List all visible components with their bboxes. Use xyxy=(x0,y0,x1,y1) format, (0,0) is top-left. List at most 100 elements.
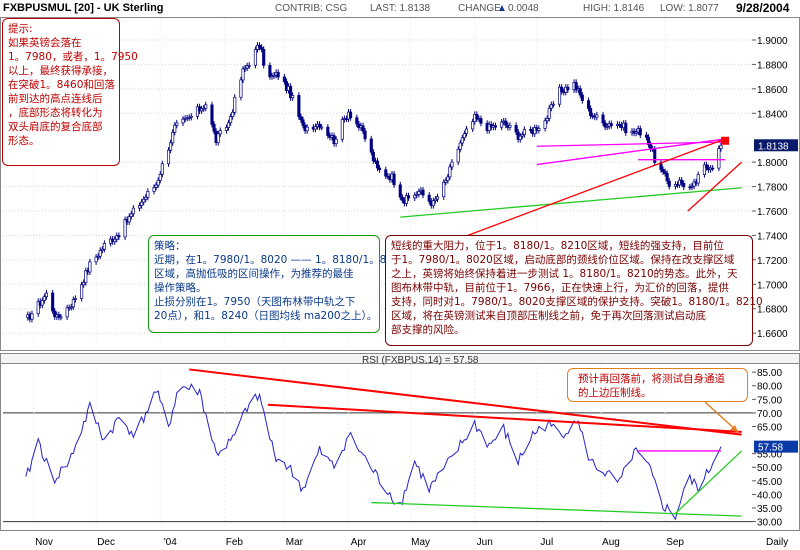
candle-body xyxy=(42,296,46,301)
candle-body xyxy=(413,194,417,199)
analysis-line: 短线的重大阻力，位于1。8180/1。8210区域，短线的强支持，目前位 xyxy=(391,240,724,252)
candle-body xyxy=(719,144,723,149)
candle-body xyxy=(229,116,233,124)
candle-body xyxy=(560,86,564,92)
tip-line: 在突破1。8460和回落 xyxy=(8,79,115,91)
candle-body xyxy=(638,128,642,136)
change-label: CHANGE: xyxy=(458,3,504,14)
rsi-last-tag xyxy=(754,440,798,453)
candle-body xyxy=(363,130,367,140)
candle-body xyxy=(601,114,605,124)
candle-body xyxy=(680,179,684,184)
x-tick-label: '04 xyxy=(164,537,177,548)
candle-body xyxy=(289,85,293,99)
candle-body xyxy=(189,115,193,118)
candle-body xyxy=(181,118,185,124)
candle-body xyxy=(51,292,55,312)
analysis-line: 于1。7980/1。8020区域，启动底部的颈线价位区域。保持在改支撑区域 xyxy=(391,254,735,266)
candle-body xyxy=(644,134,649,138)
candle-body xyxy=(649,144,653,150)
price-tick-label: 1.8400 xyxy=(757,109,788,120)
candle-body xyxy=(117,235,121,238)
candle-body xyxy=(417,191,421,195)
candle-body xyxy=(146,191,150,198)
rsi-tick-label: 35.00 xyxy=(757,504,782,515)
rsi-note-arrowhead xyxy=(730,425,738,432)
candle-body xyxy=(400,196,404,201)
candle-body xyxy=(80,284,84,299)
analysis-line: 图布林带中轨，目前位于1。7966，正在快速上行，为汇价的回落，提供 xyxy=(391,282,729,294)
x-tick-label: Sep xyxy=(666,537,684,548)
trendline-upper-channel xyxy=(536,138,726,166)
rsi-rsi-support xyxy=(371,501,742,517)
high-value: HIGH: 1.8146 xyxy=(583,3,645,14)
rsi-tick-label: 85.00 xyxy=(757,368,782,379)
rsi-tick-label: 65.00 xyxy=(757,422,782,433)
candle-body xyxy=(551,103,555,106)
candle-body xyxy=(433,198,437,202)
trendline-long-support xyxy=(400,187,742,218)
candle-body xyxy=(661,169,665,173)
strategy-line: 区域，高抛低吸的区间操作，为推荐的最佳 xyxy=(154,268,354,280)
rsi-note-line: 的上边压制线。 xyxy=(578,387,652,399)
change-value: 0.0048 xyxy=(508,3,539,14)
candle-body xyxy=(415,193,419,196)
candle-body xyxy=(634,131,638,134)
candle-body xyxy=(82,282,86,286)
candle-body xyxy=(36,300,40,315)
rsi-tick-label: 75.00 xyxy=(757,395,782,406)
candle-body xyxy=(522,129,526,135)
candle-body xyxy=(96,255,100,258)
candle-body xyxy=(84,270,88,283)
candle-body xyxy=(361,125,365,132)
contrib-label: CONTRIB: CSG xyxy=(275,3,348,14)
candle-body xyxy=(334,138,338,145)
candle-body xyxy=(500,121,504,128)
candle-body xyxy=(245,65,249,69)
candle-body xyxy=(305,126,309,132)
candle-body xyxy=(514,125,518,133)
candle-body xyxy=(384,169,388,177)
candle-body xyxy=(646,136,651,145)
candle-body xyxy=(115,235,119,240)
candle-body xyxy=(231,111,235,117)
candle-body xyxy=(603,122,607,128)
candle-body xyxy=(682,183,686,188)
candle-body xyxy=(224,127,229,131)
candle-body xyxy=(166,149,171,165)
x-tick-label: Jul xyxy=(540,537,553,548)
candle-body xyxy=(392,173,396,186)
rsi-rsi-channel-low xyxy=(674,450,743,514)
candle-body xyxy=(692,181,696,187)
rsi-line xyxy=(25,383,722,521)
candle-body xyxy=(175,122,179,126)
rsi-tick-label: 70.00 xyxy=(757,409,782,420)
tip-box: 提示: 如果英镑会落在 1。7980，或者，1。7950 以上，最终获得承接， … xyxy=(2,18,138,166)
x-tick-label: Dec xyxy=(97,537,115,548)
x-tick-label: Jun xyxy=(477,537,493,548)
candle-body xyxy=(464,128,469,134)
candle-body xyxy=(276,72,280,78)
candle-body xyxy=(578,88,582,96)
rsi-tick-label: 55.00 xyxy=(757,450,782,461)
candle-body xyxy=(318,123,322,128)
candle-body xyxy=(216,133,220,143)
candle-body xyxy=(144,196,148,200)
candle-body xyxy=(272,74,276,77)
analysis-line: 支持，同时对1。7980/1。8020支撑区域的保护支持。突破1。8180/1。… xyxy=(391,296,763,308)
rsi-tick-label: 30.00 xyxy=(757,518,782,529)
candle-body xyxy=(243,67,247,70)
candle-body xyxy=(404,195,409,204)
candle-body xyxy=(667,180,671,187)
candle-body xyxy=(475,114,479,120)
chart-date: 9/28/2004 xyxy=(736,1,790,15)
candle-body xyxy=(212,123,216,132)
rsi-note-line: 预计再回落前，将测试自身通道 xyxy=(578,373,725,385)
candle-body xyxy=(200,108,204,112)
candle-body xyxy=(258,44,262,48)
candle-body xyxy=(711,167,715,170)
candle-body xyxy=(218,130,222,135)
strategy-line: 操作策略。 xyxy=(154,282,207,294)
candle-body xyxy=(100,248,104,251)
candle-body xyxy=(94,256,98,263)
